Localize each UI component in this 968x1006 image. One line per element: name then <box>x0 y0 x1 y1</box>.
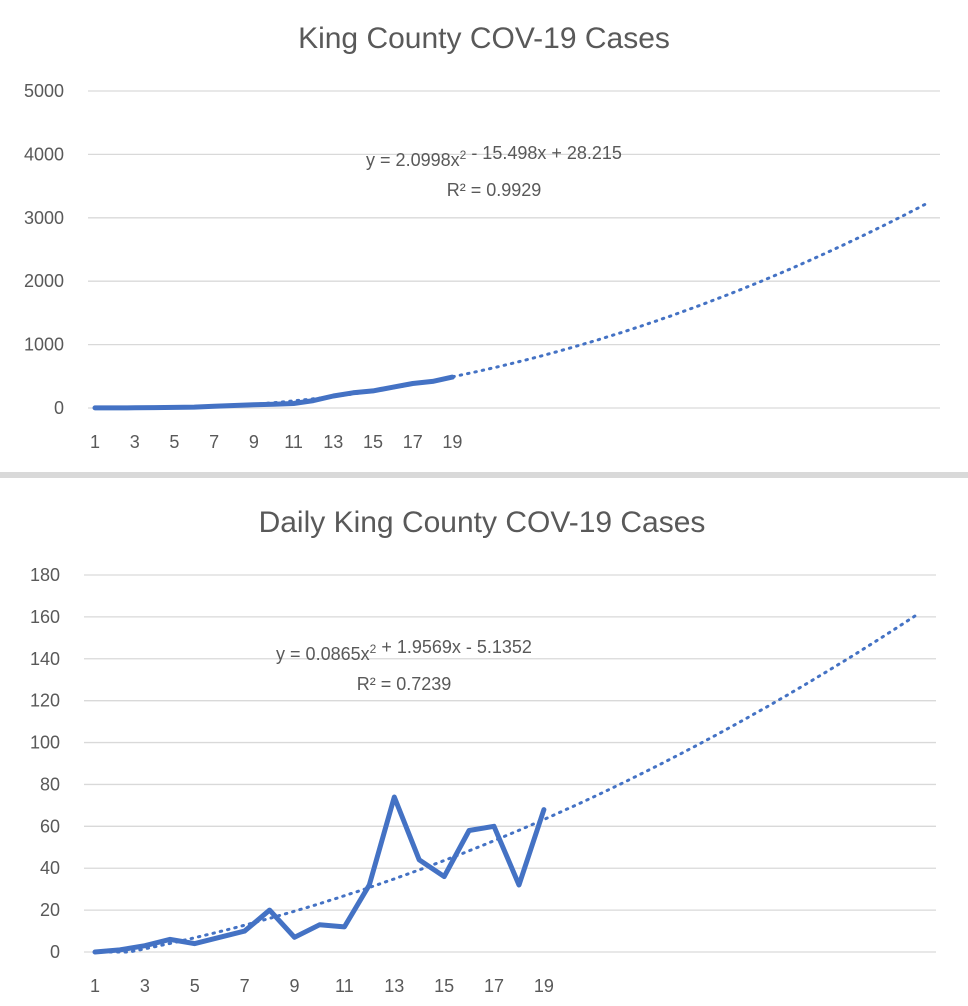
y-tick-label: 120 <box>30 691 60 711</box>
trendline <box>93 200 931 410</box>
y-tick-label: 140 <box>30 649 60 669</box>
y-tick-label: 0 <box>54 398 64 418</box>
y-tick-label: 60 <box>40 816 60 836</box>
trendline-equation: y = 0.0865x2 + 1.9569x - 5.1352 <box>276 637 532 664</box>
daily-cases-chart: Daily King County COV-19 Cases 0 20 40 60 80… <box>30 506 936 996</box>
x-tick-label: 19 <box>534 976 554 996</box>
cumulative-cases-chart: King County COV-19 Cases 0 1000 2000 3000 40… <box>24 22 940 452</box>
x-tick-label: 1 <box>90 976 100 996</box>
y-tick-label: 1000 <box>24 335 64 355</box>
chart-panel-daily: Daily King County COV-19 Cases 0 20 40 60 80… <box>0 478 968 1006</box>
x-tick-label: 9 <box>290 976 300 996</box>
series-line <box>92 374 455 411</box>
x-tick-label: 13 <box>384 976 404 996</box>
gridlines <box>84 574 936 953</box>
trendline-equation: y = 2.0998x2 - 15.498x + 28.215 <box>366 143 622 170</box>
y-tick-label: 180 <box>30 565 60 585</box>
y-tick-label: 40 <box>40 858 60 878</box>
x-axis-labels: 1 3 5 7 9 11 13 15 17 19 <box>90 432 462 452</box>
trendline <box>93 612 920 954</box>
chart-title: Daily King County COV-19 Cases <box>259 506 706 539</box>
trendline-r2: R² = 0.7239 <box>357 674 452 694</box>
x-tick-label: 15 <box>434 976 454 996</box>
x-tick-label: 3 <box>140 976 150 996</box>
x-tick-label: 15 <box>363 432 383 452</box>
y-axis-labels: 0 1000 2000 3000 4000 5000 <box>24 81 64 418</box>
x-tick-label: 5 <box>169 432 179 452</box>
y-tick-label: 2000 <box>24 271 64 291</box>
x-tick-label: 7 <box>240 976 250 996</box>
y-tick-label: 3000 <box>24 208 64 228</box>
x-tick-label: 11 <box>335 976 354 996</box>
x-tick-label: 19 <box>442 432 462 452</box>
trendline-r2: R² = 0.9929 <box>447 180 542 200</box>
x-tick-label: 13 <box>323 432 343 452</box>
gridlines <box>88 90 940 409</box>
y-tick-label: 4000 <box>24 144 64 164</box>
chart-title: King County COV-19 Cases <box>298 22 670 55</box>
x-tick-label: 3 <box>130 432 140 452</box>
y-tick-label: 160 <box>30 607 60 627</box>
chart-panel-cumulative: King County COV-19 Cases 0 1000 2000 3000 40… <box>0 0 968 472</box>
x-tick-label: 5 <box>190 976 200 996</box>
y-tick-label: 0 <box>50 942 60 962</box>
x-tick-label: 11 <box>284 432 303 452</box>
x-tick-label: 9 <box>249 432 259 452</box>
y-tick-label: 100 <box>30 733 60 753</box>
chart-divider <box>0 472 968 478</box>
y-tick-label: 20 <box>40 900 60 920</box>
x-axis-labels: 1 3 5 7 9 11 13 15 17 19 <box>90 976 554 996</box>
x-tick-label: 17 <box>403 432 423 452</box>
x-tick-label: 1 <box>90 432 100 452</box>
y-axis-labels: 0 20 40 60 80 100 120 140 160 180 <box>30 565 60 962</box>
x-tick-label: 7 <box>209 432 219 452</box>
series-line <box>92 794 547 955</box>
y-tick-label: 5000 <box>24 81 64 101</box>
y-tick-label: 80 <box>40 774 60 794</box>
x-tick-label: 17 <box>484 976 504 996</box>
